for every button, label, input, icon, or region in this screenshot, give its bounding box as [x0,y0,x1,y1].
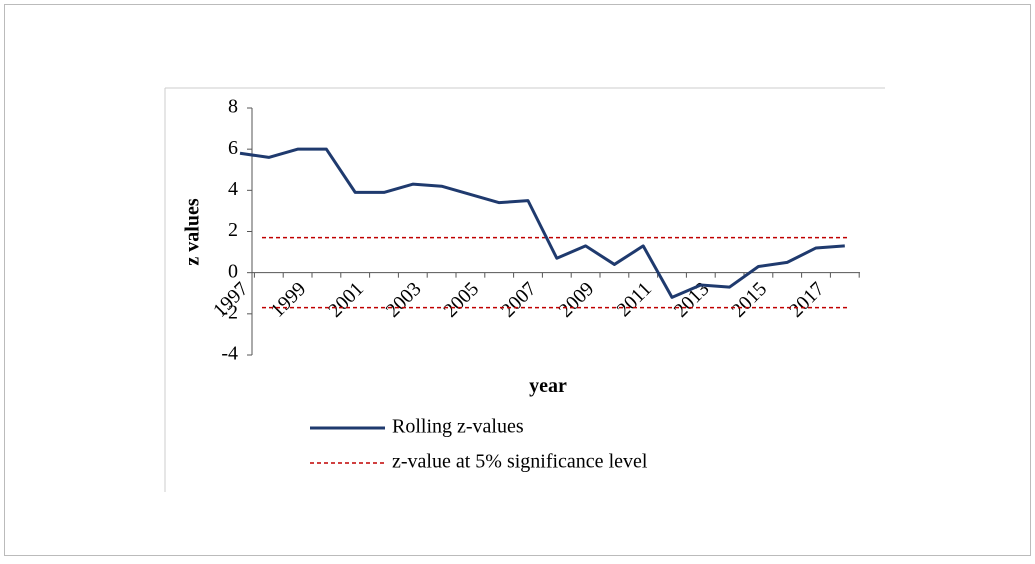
legend-label: z-value at 5% significance level [392,451,648,473]
outer-frame [4,4,1031,556]
y-tick-label: -4 [221,343,238,365]
y-tick-label: 6 [228,137,238,159]
y-axis-label: z values [182,198,204,265]
y-tick-label: 4 [228,178,238,200]
data-line [239,147,845,299]
y-tick-label: -2 [221,301,238,323]
y-tick-label: 8 [228,96,238,118]
x-axis-label: year [529,375,567,397]
legend-label: Rolling z-values [392,416,524,438]
y-tick-label: 2 [228,219,238,241]
y-tick-label: 0 [228,260,238,282]
